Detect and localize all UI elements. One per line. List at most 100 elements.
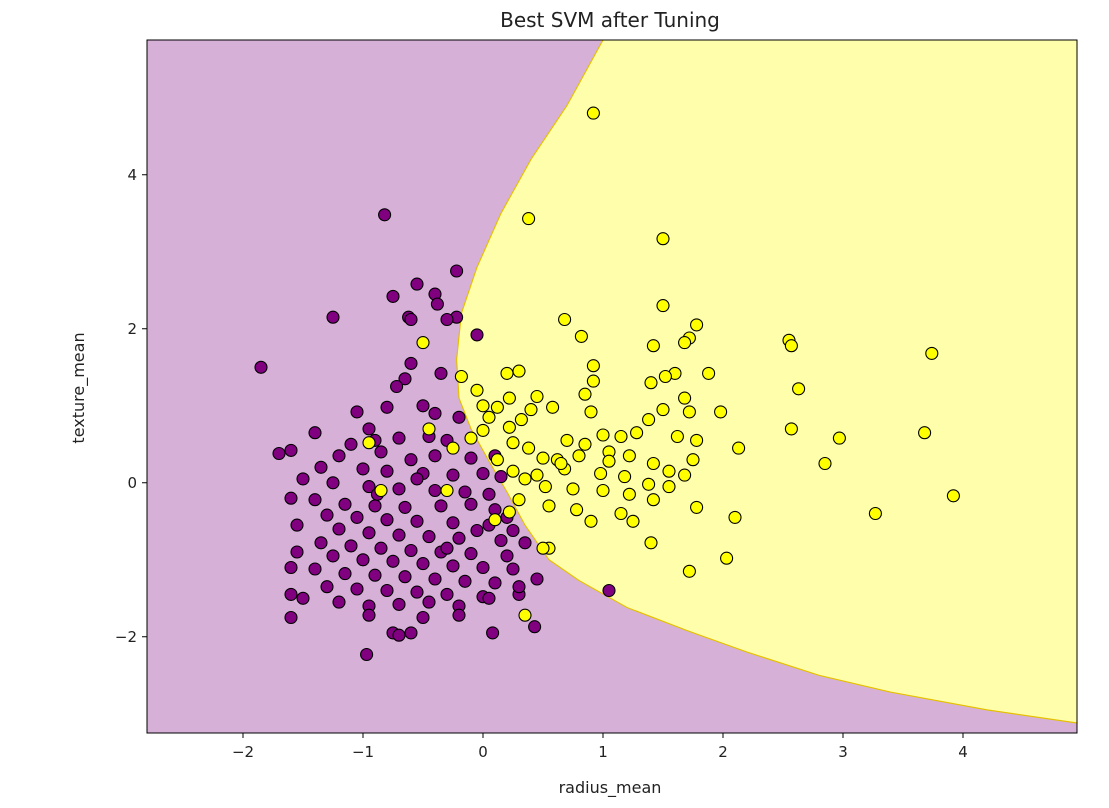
data-point-class-1 — [536, 541, 550, 555]
data-point-class-1 — [522, 441, 536, 455]
data-point-class-0 — [488, 576, 502, 590]
data-point-class-0 — [338, 497, 352, 511]
data-point-class-1 — [566, 482, 580, 496]
data-point-class-0 — [254, 360, 268, 374]
data-point-class-1 — [728, 510, 742, 524]
data-point-class-0 — [332, 449, 346, 463]
data-point-class-1 — [658, 369, 672, 384]
data-point-class-1 — [506, 436, 520, 450]
data-point-class-0 — [362, 608, 376, 622]
data-point-class-1 — [586, 359, 600, 373]
data-point-class-1 — [464, 431, 478, 445]
data-point-class-1 — [574, 329, 588, 343]
data-point-class-1 — [670, 429, 684, 444]
data-point-class-1 — [818, 456, 832, 471]
data-point-class-1 — [946, 489, 960, 503]
data-point-class-0 — [464, 451, 478, 465]
data-point-class-0 — [326, 549, 340, 563]
data-point-class-1 — [784, 339, 798, 353]
data-point-class-0 — [464, 497, 478, 511]
data-point-class-1 — [678, 336, 692, 350]
data-point-class-0 — [422, 530, 436, 544]
data-point-class-1 — [656, 299, 670, 313]
data-point-class-0 — [430, 297, 444, 311]
x-tick-label: 0 — [478, 743, 488, 761]
data-point-class-1 — [646, 339, 660, 353]
data-point-class-1 — [690, 500, 704, 514]
data-point-class-0 — [434, 366, 448, 380]
data-point-class-0 — [404, 356, 418, 370]
data-point-class-0 — [368, 499, 382, 513]
data-point-class-0 — [386, 554, 400, 568]
data-point-class-0 — [500, 549, 514, 563]
data-point-class-0 — [470, 523, 484, 538]
data-point-class-1 — [518, 472, 532, 486]
data-point-class-1 — [644, 536, 658, 550]
data-point-class-1 — [440, 483, 454, 498]
data-point-class-1 — [490, 453, 504, 467]
data-point-class-0 — [392, 482, 406, 496]
data-point-class-0 — [380, 464, 394, 478]
data-point-class-0 — [428, 449, 442, 463]
data-point-class-0 — [362, 526, 376, 540]
data-point-class-1 — [524, 403, 538, 417]
y-tick-label: 4 — [127, 166, 137, 184]
data-point-class-0 — [440, 541, 454, 555]
chart-title: Best SVM after Tuning — [500, 8, 720, 32]
data-point-class-1 — [678, 468, 692, 482]
data-point-class-0 — [464, 547, 478, 561]
data-point-class-0 — [284, 560, 298, 575]
data-point-class-0 — [494, 470, 508, 484]
data-point-class-1 — [584, 405, 598, 419]
data-point-class-0 — [506, 523, 520, 538]
x-tick-label: 2 — [718, 743, 728, 761]
data-point-class-1 — [925, 346, 939, 360]
data-point-class-1 — [792, 382, 806, 396]
data-point-class-0 — [434, 499, 448, 513]
data-point-class-1 — [554, 456, 568, 471]
x-axis-label: radius_mean — [559, 778, 662, 798]
data-point-class-0 — [326, 310, 340, 324]
data-point-class-0 — [404, 312, 418, 327]
data-point-class-1 — [374, 483, 388, 498]
data-point-class-1 — [602, 454, 616, 468]
data-point-class-1 — [586, 374, 600, 388]
data-point-class-1 — [416, 336, 430, 350]
data-point-class-1 — [732, 441, 746, 455]
data-point-class-1 — [686, 453, 700, 467]
data-point-class-1 — [482, 410, 496, 424]
data-point-class-0 — [386, 289, 400, 303]
data-point-class-0 — [290, 518, 304, 532]
data-point-class-0 — [374, 541, 388, 555]
data-point-class-0 — [356, 462, 370, 476]
data-point-class-1 — [662, 464, 676, 478]
data-point-class-1 — [476, 399, 490, 413]
x-tick-label: 3 — [838, 743, 848, 761]
data-point-class-1 — [512, 364, 526, 378]
data-point-class-0 — [378, 208, 392, 222]
x-tick-label: −2 — [232, 743, 254, 761]
decision-boundary — [455, 40, 1077, 724]
data-point-class-1 — [502, 420, 516, 434]
data-point-class-0 — [308, 426, 322, 440]
data-point-class-1 — [518, 608, 532, 622]
data-point-class-0 — [404, 626, 418, 640]
data-point-class-0 — [482, 487, 496, 501]
data-point-class-0 — [410, 585, 424, 599]
data-point-class-1 — [502, 505, 516, 519]
data-point-class-0 — [512, 580, 526, 594]
data-point-class-0 — [284, 443, 298, 457]
data-point-class-0 — [314, 460, 328, 474]
data-point-class-0 — [284, 610, 298, 625]
data-point-class-1 — [560, 433, 574, 447]
data-point-class-1 — [678, 391, 692, 405]
data-point-class-1 — [868, 506, 882, 521]
data-point-class-0 — [476, 560, 490, 575]
data-point-class-1 — [644, 376, 658, 390]
data-point-class-0 — [296, 591, 310, 605]
data-point-class-1 — [476, 423, 490, 437]
data-point-class-0 — [446, 516, 460, 530]
data-point-class-0 — [332, 522, 346, 536]
data-point-class-1 — [578, 437, 592, 451]
